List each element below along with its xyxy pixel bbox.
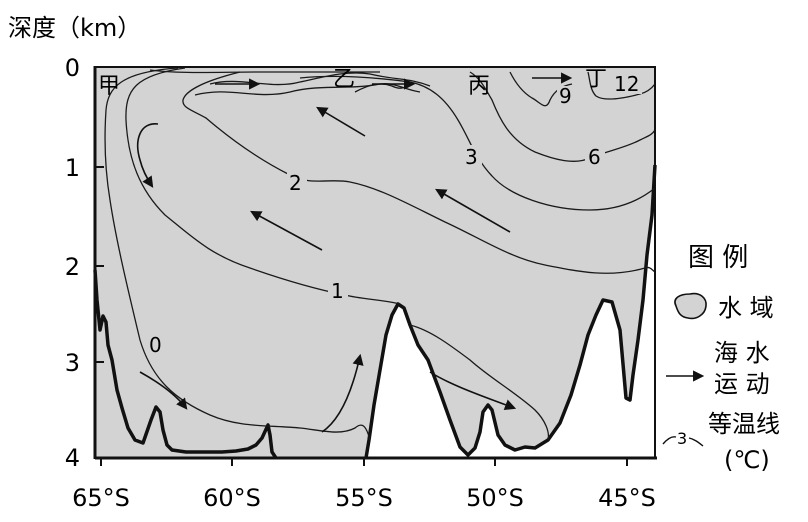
isotherm-label-3: 3 <box>465 145 478 169</box>
y-ticks <box>95 166 104 363</box>
legend: 图 例 水 域 海 水 运 动 等温线 (℃) 3 <box>662 243 780 474</box>
x-tick-45s: 45°S <box>598 484 656 512</box>
legend-title: 图 例 <box>688 243 748 273</box>
x-tick-labels: 65°S 60°S 55°S 50°S 45°S <box>72 484 656 512</box>
isotherm-label-9: 9 <box>559 84 572 108</box>
legend-motion-label-1: 海 水 <box>714 339 770 367</box>
location-jia: 甲 <box>98 74 120 99</box>
isotherm-label-6: 6 <box>588 145 601 169</box>
x-tick-60s: 60°S <box>203 484 261 512</box>
arrow-bottom-west <box>139 371 188 410</box>
arrow-upper-mid <box>316 106 366 137</box>
legend-motion-label-2: 运 动 <box>714 370 770 398</box>
y-tick-1: 1 <box>65 154 80 182</box>
location-ding: 丁 <box>585 67 607 92</box>
legend-water-swatch <box>674 292 707 320</box>
legend-isotherm-sample-left <box>662 436 677 445</box>
isotherm-12 <box>587 71 656 100</box>
motion-arrows <box>136 72 573 433</box>
legend-isotherm-sample-right <box>688 437 704 447</box>
x-tick-55s: 55°S <box>335 484 393 512</box>
isotherm-label-12: 12 <box>614 72 639 96</box>
isotherm-0 <box>104 67 371 441</box>
arrow-mid-1 <box>250 210 323 251</box>
location-yi: 乙 <box>333 67 355 92</box>
isotherm-label-1: 1 <box>331 279 344 303</box>
arrow-mid-2 <box>435 188 511 233</box>
x-tick-50s: 50°S <box>466 484 524 512</box>
y-tick-2: 2 <box>65 253 80 281</box>
isotherm-surface-wave-2 <box>194 83 421 96</box>
legend-water-label: 水 域 <box>718 294 774 322</box>
x-tick-65s: 65°S <box>72 484 130 512</box>
arrow-west-descent <box>136 123 159 188</box>
isotherm-label-2: 2 <box>289 171 302 195</box>
y-tick-4: 4 <box>65 444 80 472</box>
y-axis-title: 深度（km） <box>8 14 141 42</box>
isotherm-6 <box>469 71 656 162</box>
location-bing: 丙 <box>468 74 490 99</box>
axes <box>93 66 657 460</box>
isotherm-label-0: 0 <box>149 333 162 357</box>
legend-isotherm-sample-value: 3 <box>677 429 687 448</box>
isotherm-2 <box>182 71 656 274</box>
legend-isotherm-label-1: 等温线 <box>708 410 780 438</box>
isotherm-surface-wave-3 <box>149 69 380 74</box>
legend-isotherm-label-2: (℃) <box>724 446 770 474</box>
y-tick-labels: 0 1 2 3 4 <box>65 54 80 472</box>
water-area <box>95 68 655 458</box>
y-tick-0: 0 <box>65 54 80 82</box>
x-ticks <box>100 458 628 466</box>
seafloor-profile <box>93 164 657 459</box>
y-tick-3: 3 <box>65 349 80 377</box>
isotherm-label-group: 0 1 2 3 6 9 12 <box>146 72 642 357</box>
arrow-bottom-east <box>429 371 517 411</box>
arrow-rising <box>321 353 364 433</box>
location-labels: 甲 乙 丙 丁 <box>98 67 607 99</box>
